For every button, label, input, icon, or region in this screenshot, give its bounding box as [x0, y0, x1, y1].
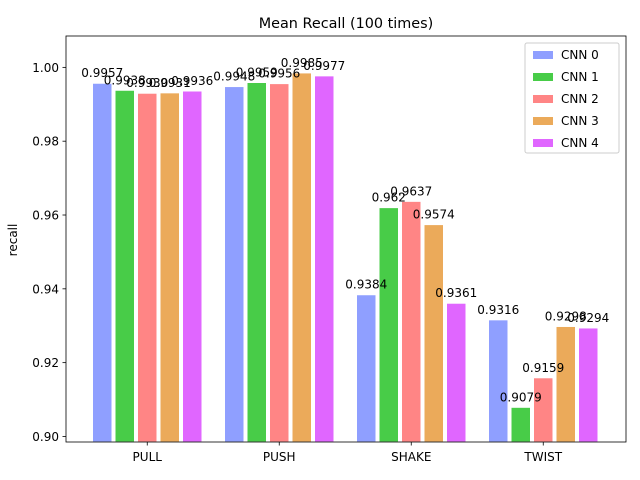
data-label-cnn-3-shake: 0.9574	[413, 208, 455, 222]
legend-label-cnn-0: CNN 0	[561, 48, 599, 62]
bar-cnn-3-pull	[159, 92, 180, 443]
y-tick-label: 0.98	[32, 135, 59, 149]
bar-cnn-2-twist	[533, 377, 554, 443]
legend-swatch-cnn-1	[533, 73, 553, 81]
bars-layer	[92, 72, 599, 443]
bar-cnn-4-push	[314, 75, 335, 443]
bar-cnn-0-push	[224, 86, 245, 443]
bar-cnn-1-push	[246, 82, 267, 443]
data-label-cnn-0-shake: 0.9384	[345, 278, 387, 292]
bar-cnn-4-twist	[578, 327, 599, 443]
data-label-cnn-2-pull: 0.9930	[126, 76, 168, 90]
bar-cnn-3-shake	[423, 224, 444, 443]
bar-cnn-1-pull	[114, 89, 135, 443]
data-label-cnn-1-shake: 0.962	[372, 191, 406, 205]
data-label-cnn-1-twist: 0.9079	[500, 390, 542, 404]
data-label-cnn-1-push: 0.9959	[236, 66, 278, 80]
legend-label-cnn-3: CNN 3	[561, 114, 599, 128]
data-label-cnn-0-pull: 0.9957	[81, 66, 123, 80]
bar-cnn-1-shake	[378, 207, 399, 443]
data-label-cnn-1-pull: 0.9938	[104, 73, 146, 87]
bar-cnn-3-twist	[555, 325, 576, 443]
data-label-cnn-3-twist: 0.9298	[545, 309, 587, 323]
legend-label-cnn-1: CNN 1	[561, 70, 599, 84]
bar-cnn-0-shake	[356, 294, 377, 443]
x-tick-label-twist: TWIST	[523, 450, 562, 464]
bar-cnn-4-pull	[182, 90, 203, 443]
data-label-cnn-3-push: 0.9985	[281, 56, 323, 70]
bar-cnn-3-push	[291, 72, 312, 443]
y-tick-label: 0.94	[32, 282, 59, 296]
legend-label-cnn-2: CNN 2	[561, 92, 599, 106]
data-label-cnn-2-twist: 0.9159	[522, 361, 564, 375]
y-axis-label: recall	[6, 224, 20, 257]
bar-cnn-2-shake	[401, 200, 422, 443]
data-label-cnn-4-pull: 0.9936	[171, 74, 213, 88]
data-label-cnn-4-shake: 0.9361	[435, 286, 477, 300]
data-label-cnn-2-shake: 0.9637	[390, 184, 432, 198]
legend-swatch-cnn-0	[533, 51, 553, 59]
bar-cnn-2-push	[269, 83, 290, 443]
data-label-cnn-4-twist: 0.9294	[567, 311, 609, 325]
y-tick-label: 0.90	[32, 430, 59, 444]
x-tick-label-pull: PULL	[133, 450, 163, 464]
data-label-cnn-3-pull: 0.9931	[149, 76, 191, 90]
y-tick-label: 0.96	[32, 209, 59, 223]
bar-cnn-0-twist	[488, 319, 509, 443]
legend-swatch-cnn-2	[533, 95, 553, 103]
legend: CNN 0 CNN 1 CNN 2 CNN 3 CNN 4	[524, 42, 620, 154]
data-labels-layer: 0.9957 0.9948 0.9384 0.9316 0.9938 0.9959 0.96…	[81, 56, 609, 404]
data-label-cnn-4-push: 0.9977	[303, 59, 345, 73]
plot-frame	[65, 35, 627, 443]
x-tick-label-shake: SHAKE	[391, 450, 431, 464]
data-label-cnn-2-push: 0.9956	[258, 67, 300, 81]
chart-title: Mean Recall (100 times)	[259, 16, 434, 32]
legend-swatch-cnn-4	[533, 139, 553, 147]
bar-cnn-4-shake	[446, 302, 467, 443]
data-label-cnn-0-push: 0.9948	[213, 70, 255, 84]
legend-swatch-cnn-3	[533, 117, 553, 125]
bar-cnn-0-pull	[92, 82, 113, 443]
y-tick-label: 1.00	[32, 61, 59, 75]
legend-box	[524, 42, 620, 154]
y-tick-label: 0.92	[32, 356, 59, 370]
data-label-cnn-0-twist: 0.9316	[477, 303, 519, 317]
bar-cnn-2-pull	[137, 92, 158, 443]
axes-layer: 0.90 0.92 0.94 0.96 0.98 1.00 PULL PUSH SHAKE TWI…	[32, 35, 627, 464]
bar-cnn-1-twist	[510, 406, 531, 443]
legend-label-cnn-4: CNN 4	[561, 136, 599, 150]
x-tick-label-push: PUSH	[263, 450, 296, 464]
